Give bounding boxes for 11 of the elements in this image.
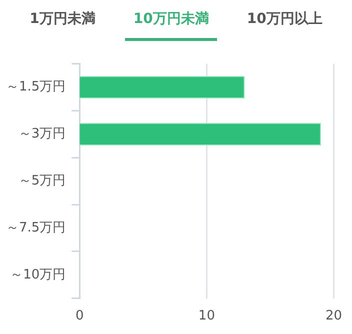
x-tick-label: 0 bbox=[76, 308, 84, 324]
x-tick-label: 10 bbox=[198, 308, 215, 324]
y-tick-label: ～7.5万円 bbox=[6, 220, 66, 236]
x-tick-label: 20 bbox=[325, 308, 342, 324]
text: 10万円以上 bbox=[246, 10, 324, 29]
text: 1万円未満 bbox=[28, 10, 96, 29]
y-tick-label: ～10万円 bbox=[10, 267, 66, 282]
y-tick-label: ～1.5万円 bbox=[6, 80, 66, 95]
text: 10万円未満 bbox=[125, 10, 217, 41]
y-tick-label: ～5万円 bbox=[18, 173, 66, 188]
y-tick-label: ～3万円 bbox=[18, 126, 66, 142]
